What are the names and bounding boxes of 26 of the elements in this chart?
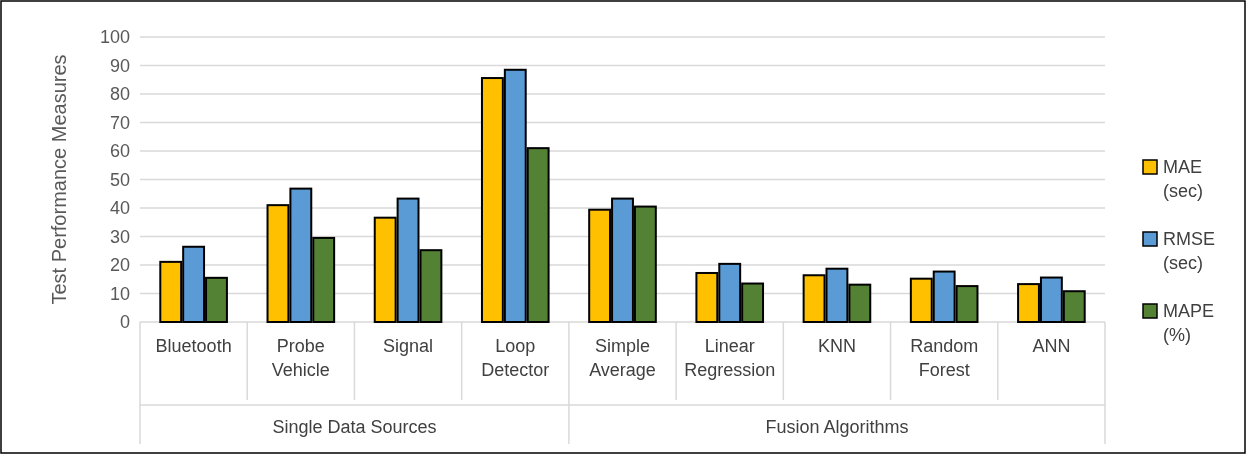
x-tick-label: Bluetooth [155, 336, 232, 356]
x-tick-label: Loop Detector [481, 336, 550, 380]
y-tick-label: 70 [109, 112, 130, 133]
x-tick-label: Simple Average [589, 336, 656, 380]
text: Fusion Algorithms [765, 417, 909, 437]
y-tick-label: 60 [109, 141, 130, 162]
y-axis-title: Test Performance Measures [48, 54, 70, 305]
y-tick-label: 100 [99, 27, 130, 48]
x-tick-label: ANN [1032, 336, 1071, 356]
x-tick-label: Linear Regression [684, 336, 776, 380]
legend-label: RMSE (sec) [1163, 229, 1216, 273]
legend-label: MAPE (%) [1163, 301, 1215, 345]
legend-label: MAE (sec) [1163, 157, 1203, 201]
y-tick-label: 40 [109, 198, 130, 219]
text: Single Data Sources [272, 417, 437, 437]
y-tick-label: 80 [109, 84, 130, 105]
x-tick-label: KNN [817, 336, 856, 356]
y-tick-label: 10 [109, 283, 130, 304]
y-tick-label: 90 [109, 55, 130, 76]
y-tick-label: 0 [119, 312, 130, 333]
y-tick-label: 30 [109, 226, 130, 247]
x-tick-label: Signal [383, 336, 434, 356]
x-tick-label: Random Forest [910, 336, 979, 380]
x-tick-label: Probe Vehicle [271, 336, 330, 380]
y-tick-label: 20 [109, 255, 130, 276]
y-tick-label: 50 [109, 169, 130, 190]
